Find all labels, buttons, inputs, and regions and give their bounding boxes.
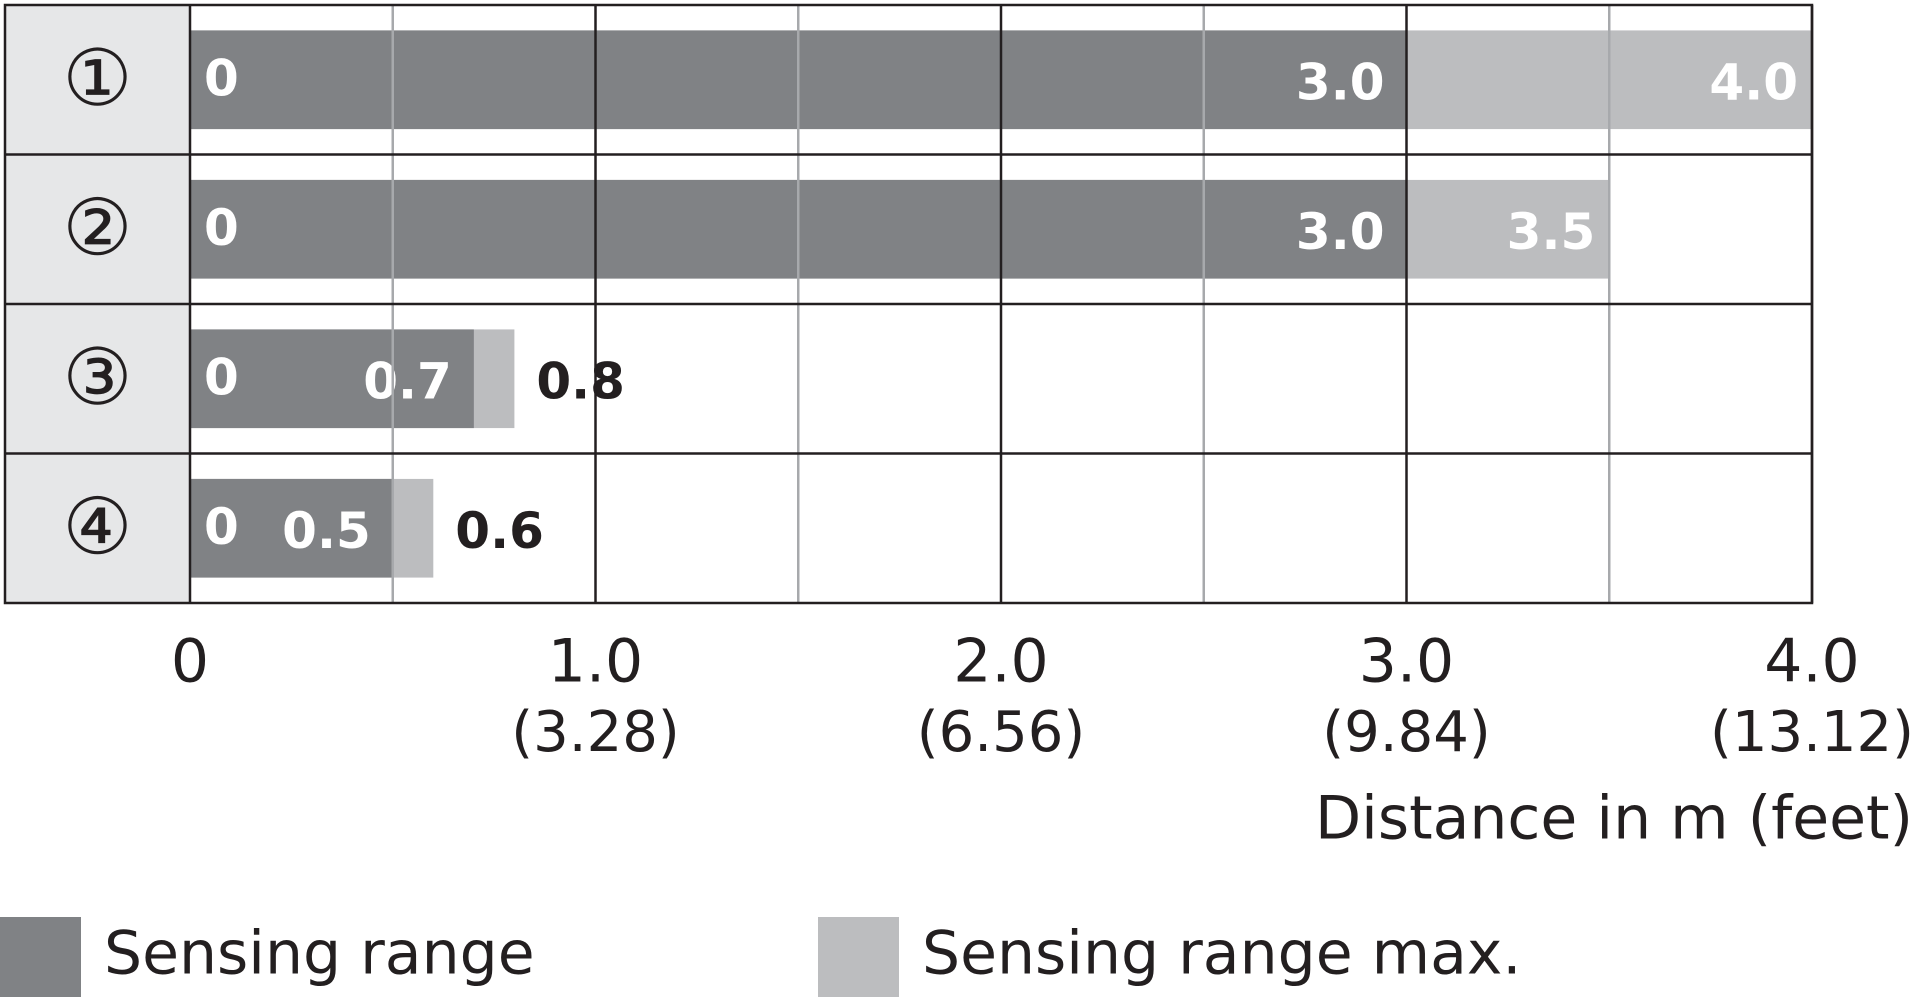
value-label: 0.6 <box>455 502 544 560</box>
bar-range <box>190 478 393 578</box>
legend-label: Sensing range <box>104 919 535 989</box>
x-axis-label: Distance in m (feet) <box>1315 784 1913 854</box>
value-label: 0.7 <box>363 352 452 410</box>
x-tick-sublabel: (3.28) <box>511 700 679 765</box>
x-tick-label: 3.0 <box>1359 627 1454 697</box>
category-label: ① <box>63 34 133 124</box>
frame <box>3 3 1814 605</box>
value-label: 3.0 <box>1296 53 1385 111</box>
category-label: ③ <box>63 333 133 423</box>
x-tick-label: 4.0 <box>1764 627 1859 697</box>
x-tick-label: 2.0 <box>953 627 1048 697</box>
x-tick-sublabel: (9.84) <box>1322 700 1490 765</box>
legend-swatch <box>0 917 81 997</box>
bar-start-label: 0 <box>204 498 239 556</box>
category-label: ④ <box>63 483 133 573</box>
bar-start-label: 0 <box>204 348 239 406</box>
bar-range <box>190 329 474 429</box>
legend-label: Sensing range max. <box>922 919 1521 989</box>
bar-start-label: 0 <box>204 199 239 257</box>
value-label: 0.8 <box>536 352 625 410</box>
x-tick-sublabel: (13.12) <box>1710 700 1914 765</box>
x-tick-label: 0 <box>171 627 209 697</box>
value-label: 3.5 <box>1507 203 1596 261</box>
value-label: 3.0 <box>1296 203 1385 261</box>
category-label: ② <box>63 184 133 274</box>
legend-swatch <box>818 917 899 997</box>
x-tick-label: 1.0 <box>548 627 643 697</box>
value-label: 0.5 <box>282 502 371 560</box>
value-label: 4.0 <box>1709 53 1798 111</box>
x-tick-sublabel: (6.56) <box>917 700 1085 765</box>
bar-start-label: 0 <box>204 49 239 107</box>
